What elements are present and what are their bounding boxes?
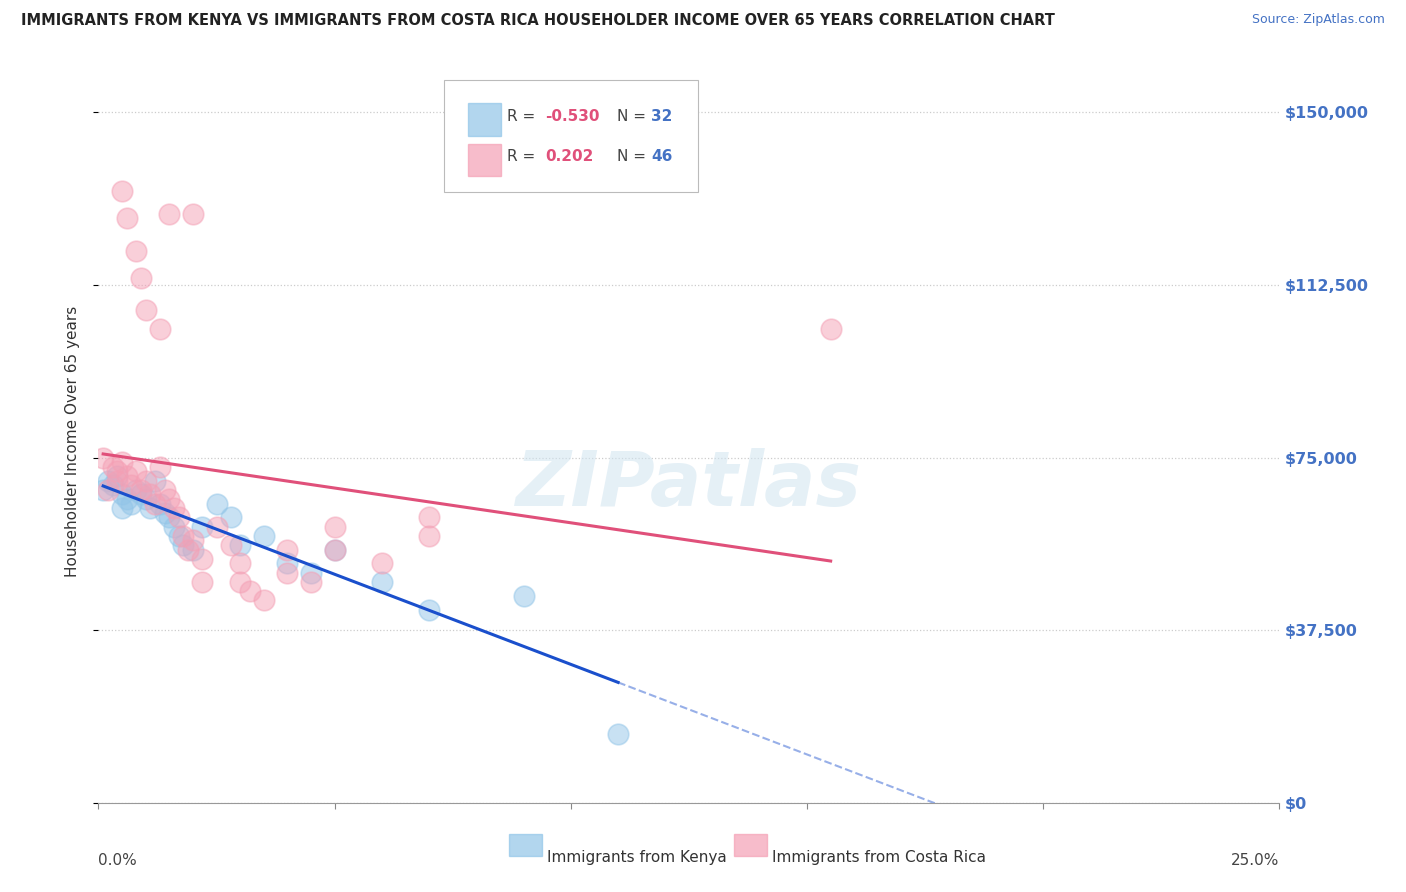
Text: 0.0%: 0.0% xyxy=(98,854,138,869)
Point xyxy=(371,574,394,589)
Point xyxy=(418,510,440,524)
FancyBboxPatch shape xyxy=(444,80,699,193)
Point xyxy=(121,478,143,492)
Point xyxy=(125,465,148,479)
Point xyxy=(219,510,242,524)
Point xyxy=(418,529,440,543)
Point xyxy=(91,483,114,497)
Point xyxy=(191,552,214,566)
Point xyxy=(91,450,114,465)
Point xyxy=(97,474,120,488)
Point xyxy=(181,207,204,221)
Point xyxy=(105,474,128,488)
Point xyxy=(111,455,134,469)
Point xyxy=(121,497,143,511)
Point xyxy=(323,542,346,557)
Point xyxy=(135,491,157,506)
Point xyxy=(229,557,252,571)
Point xyxy=(101,478,124,492)
Point xyxy=(129,483,152,497)
Point xyxy=(512,589,534,603)
Point xyxy=(418,602,440,616)
Point xyxy=(115,211,138,226)
Point xyxy=(163,501,186,516)
FancyBboxPatch shape xyxy=(468,103,501,136)
Point xyxy=(172,538,194,552)
Point xyxy=(97,483,120,497)
Text: ZIPatlas: ZIPatlas xyxy=(516,448,862,522)
Point xyxy=(135,474,157,488)
Point xyxy=(323,542,346,557)
Point xyxy=(299,566,322,580)
FancyBboxPatch shape xyxy=(468,144,501,177)
Point xyxy=(191,574,214,589)
Point xyxy=(129,271,152,285)
Text: 0.202: 0.202 xyxy=(546,149,593,164)
Point xyxy=(253,593,276,607)
Point xyxy=(115,491,138,506)
Point xyxy=(163,519,186,533)
Point xyxy=(167,510,190,524)
FancyBboxPatch shape xyxy=(734,834,766,855)
Point xyxy=(157,207,180,221)
Point xyxy=(101,459,124,474)
Point xyxy=(143,474,166,488)
Point xyxy=(129,487,152,501)
Point xyxy=(239,584,262,599)
Point xyxy=(276,566,298,580)
Point xyxy=(149,497,172,511)
Point xyxy=(135,303,157,318)
Point xyxy=(181,533,204,548)
Y-axis label: Householder Income Over 65 years: Householder Income Over 65 years xyxy=(65,306,80,577)
Point xyxy=(276,542,298,557)
Point xyxy=(111,184,134,198)
Point xyxy=(205,497,228,511)
Point xyxy=(153,506,176,520)
Point xyxy=(323,519,346,533)
Point xyxy=(371,557,394,571)
Text: Source: ZipAtlas.com: Source: ZipAtlas.com xyxy=(1251,13,1385,27)
Point xyxy=(149,459,172,474)
Text: IMMIGRANTS FROM KENYA VS IMMIGRANTS FROM COSTA RICA HOUSEHOLDER INCOME OVER 65 Y: IMMIGRANTS FROM KENYA VS IMMIGRANTS FROM… xyxy=(21,13,1054,29)
Point xyxy=(157,491,180,506)
Point xyxy=(111,487,134,501)
Point xyxy=(229,574,252,589)
Point xyxy=(111,501,134,516)
Point xyxy=(205,519,228,533)
Point xyxy=(253,529,276,543)
Point xyxy=(219,538,242,552)
Point xyxy=(276,557,298,571)
Point xyxy=(143,497,166,511)
Text: N =: N = xyxy=(617,149,651,164)
Text: 46: 46 xyxy=(651,149,672,164)
Point xyxy=(139,487,162,501)
Text: -0.530: -0.530 xyxy=(546,109,599,124)
Text: Immigrants from Costa Rica: Immigrants from Costa Rica xyxy=(772,850,986,864)
Point xyxy=(607,727,630,741)
Point xyxy=(153,483,176,497)
Point xyxy=(299,574,322,589)
Point xyxy=(139,501,162,516)
Point xyxy=(157,510,180,524)
Point xyxy=(181,542,204,557)
Point xyxy=(105,465,128,479)
Text: R =: R = xyxy=(508,109,540,124)
Point xyxy=(167,529,190,543)
Point xyxy=(191,519,214,533)
Point xyxy=(105,469,128,483)
Point xyxy=(115,469,138,483)
Point xyxy=(172,529,194,543)
Text: 32: 32 xyxy=(651,109,672,124)
FancyBboxPatch shape xyxy=(509,834,543,855)
Point xyxy=(125,483,148,497)
Text: R =: R = xyxy=(508,149,546,164)
Point xyxy=(125,244,148,258)
Point xyxy=(229,538,252,552)
Point xyxy=(149,322,172,336)
Text: N =: N = xyxy=(617,109,651,124)
Point xyxy=(177,542,200,557)
Point xyxy=(820,322,842,336)
Text: Immigrants from Kenya: Immigrants from Kenya xyxy=(547,850,727,864)
Text: 25.0%: 25.0% xyxy=(1232,854,1279,869)
